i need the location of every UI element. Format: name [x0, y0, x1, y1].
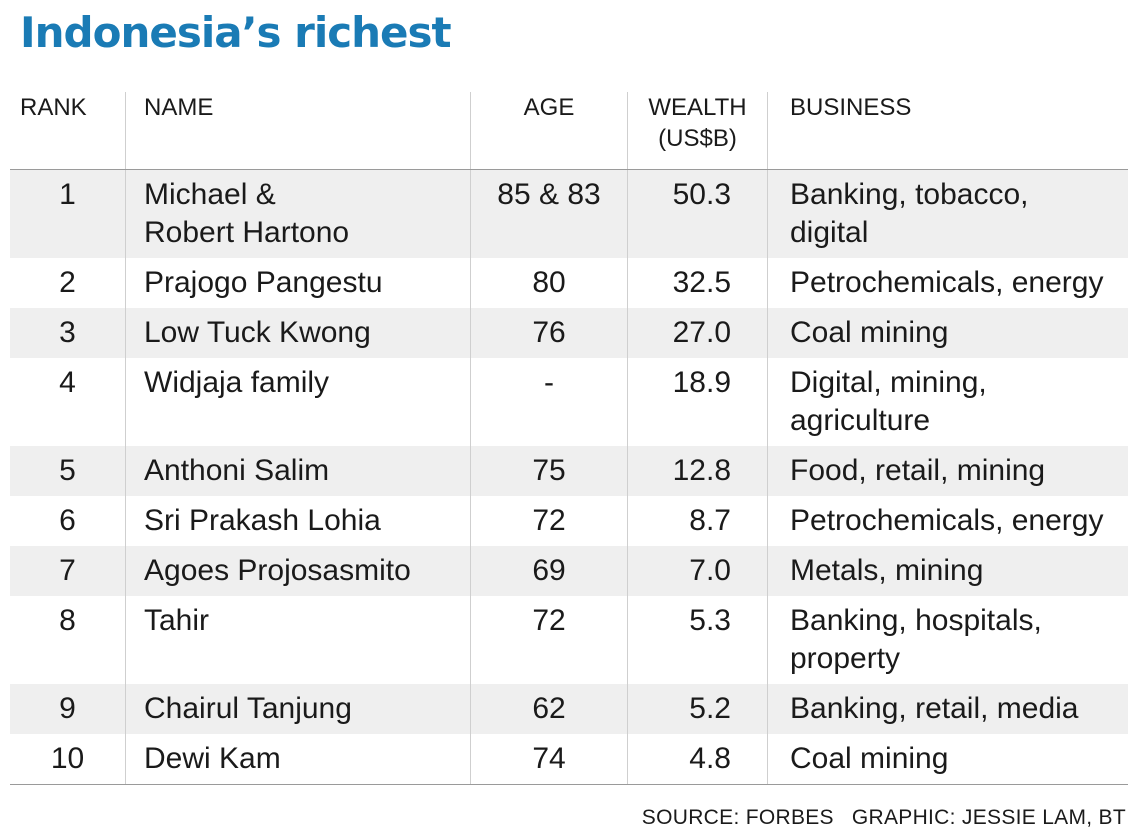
- graphic-credit: GRAPHIC: JESSIE LAM, BT: [851, 806, 1126, 829]
- header-age: AGE: [470, 92, 628, 170]
- age-cell: 76: [470, 308, 628, 358]
- name-cell-line: Robert Hartono: [144, 216, 350, 249]
- business-cell: Food, retail, mining: [767, 446, 1128, 496]
- rank-cell: 10: [10, 734, 126, 785]
- wealth-cell: 8.7: [627, 496, 768, 546]
- name-cell-line: Tahir: [144, 604, 210, 637]
- table-row: 2 Prajogo Pangestu 80 32.5 Petrochemicals, e…: [10, 258, 1128, 308]
- business-cell-line: Metals, mining: [790, 554, 984, 587]
- business-cell-line: Coal mining: [790, 316, 949, 349]
- business-cell: Coal mining: [767, 308, 1128, 358]
- rank-cell: 4: [59, 366, 76, 399]
- chart-title: Indonesia’s richest: [20, 8, 452, 57]
- age-cell: 75: [470, 446, 628, 496]
- business-cell-line: digital: [790, 216, 869, 249]
- wealth-cell: 50.3: [627, 169, 768, 258]
- age-cell: 69: [470, 546, 628, 596]
- age-cell: 72: [470, 596, 628, 684]
- name-cell-line: Michael &: [144, 178, 276, 211]
- age-cell: -: [470, 358, 628, 446]
- table-row: 1 Michael & Robert Hartono 85 & 83 50.3 Banki…: [10, 169, 1128, 258]
- business-cell: Banking, tobacco, digital: [767, 169, 1128, 258]
- wealth-cell: 18.9: [627, 358, 768, 446]
- age-cell: 62: [470, 684, 628, 734]
- header-business: BUSINESS: [767, 92, 1128, 170]
- table-row: 3 Low Tuck Kwong 76 27.0 Coal mining: [10, 308, 1128, 358]
- rank-cell: 3: [10, 308, 126, 358]
- business-cell-line: Digital, mining,: [790, 366, 987, 399]
- rank-cell: 2: [59, 266, 76, 299]
- table-row: 5 Anthoni Salim 75 12.8 Food, retail, mining: [10, 446, 1128, 496]
- business-cell-line: Banking, retail, media: [790, 692, 1079, 725]
- rank-cell: 9: [10, 684, 126, 734]
- business-cell: Banking, retail, media: [767, 684, 1128, 734]
- age-cell: 85 & 83: [470, 169, 628, 258]
- rank-cell: 8: [59, 604, 76, 637]
- wealth-cell: 27.0: [627, 308, 768, 358]
- name-cell: Low Tuck Kwong: [125, 308, 471, 358]
- name-cell-line: Low Tuck Kwong: [144, 316, 371, 349]
- business-cell-line: Petrochemicals, energy: [790, 266, 1104, 299]
- header-name: NAME: [125, 92, 471, 170]
- wealth-cell: 12.8: [627, 446, 768, 496]
- header-wealth: WEALTH (US$B): [627, 92, 768, 170]
- header-rank: RANK: [10, 92, 126, 170]
- header-wealth-line-1: WEALTH: [648, 94, 747, 121]
- header-row: RANK NAME AGE WEALTH (US$B) BUSINESS: [10, 92, 1128, 170]
- age-cell: 80: [470, 258, 628, 308]
- rank-cell: 6: [59, 504, 76, 537]
- wealth-cell: 4.8: [627, 734, 768, 785]
- wealth-cell: 7.0: [627, 546, 768, 596]
- business-cell: Digital, mining, agriculture: [767, 358, 1128, 446]
- name-cell-line: Anthoni Salim: [144, 454, 330, 487]
- business-cell-line: Banking, hospitals,: [790, 604, 1042, 637]
- table-row: 7 Agoes Projosasmito 69 7.0 Metals, mining: [10, 546, 1128, 596]
- wealth-cell: 32.5: [627, 258, 768, 308]
- rank-cell: 7: [10, 546, 126, 596]
- name-cell: Prajogo Pangestu: [125, 258, 471, 308]
- name-cell: Tahir: [125, 596, 471, 684]
- business-cell: Coal mining: [767, 734, 1128, 785]
- name-cell-line: Dewi Kam: [144, 742, 281, 775]
- business-cell-line: Food, retail, mining: [790, 454, 1046, 487]
- table-row: 8 Tahir 72 5.3 Banking, hospitals, property: [10, 596, 1128, 684]
- name-cell-line: Sri Prakash Lohia: [144, 504, 381, 537]
- header-wealth-line-2: (US$B): [658, 125, 737, 152]
- business-cell-line: Petrochemicals, energy: [790, 504, 1104, 537]
- name-cell: Anthoni Salim: [125, 446, 471, 496]
- wealth-cell: 5.2: [627, 684, 768, 734]
- rank-cell: 1: [10, 169, 126, 258]
- business-cell: Metals, mining: [767, 546, 1128, 596]
- wealth-table: RANK NAME AGE WEALTH (US$B) BUSINESS 1 Mi…: [10, 92, 1128, 785]
- wealth-cell: 5.3: [627, 596, 768, 684]
- business-cell-line: Coal mining: [790, 742, 949, 775]
- business-cell: Petrochemicals, energy: [767, 258, 1128, 308]
- name-cell-line: Agoes Projosasmito: [144, 554, 411, 587]
- name-cell-line: Prajogo Pangestu: [144, 266, 383, 299]
- business-cell-line: property: [790, 642, 901, 675]
- name-cell-line: Chairul Tanjung: [144, 692, 352, 725]
- table-row: 9 Chairul Tanjung 62 5.2 Banking, retail, me…: [10, 684, 1128, 734]
- name-cell: Agoes Projosasmito: [125, 546, 471, 596]
- name-cell: Widjaja family: [125, 358, 471, 446]
- table-row: 10 Dewi Kam 74 4.8 Coal mining: [10, 734, 1128, 785]
- name-cell: Dewi Kam: [125, 734, 471, 785]
- business-cell-line: Banking, tobacco,: [790, 178, 1029, 211]
- table-body: 1 Michael & Robert Hartono 85 & 83 50.3 Banki…: [10, 169, 1128, 785]
- age-cell: 74: [470, 734, 628, 785]
- table-row: 4 Widjaja family -18.9 Digital, mining, agri…: [10, 358, 1128, 446]
- source-credit: SOURCE: FORBES: [641, 806, 834, 829]
- business-cell: Petrochemicals, energy: [767, 496, 1128, 546]
- name-cell: Sri Prakash Lohia: [125, 496, 471, 546]
- name-cell: Michael & Robert Hartono: [125, 169, 471, 258]
- footer: SOURCE: FORBES GRAPHIC: JESSIE LAM, BT: [642, 806, 1126, 830]
- name-cell: Chairul Tanjung: [125, 684, 471, 734]
- name-cell-line: Widjaja family: [144, 366, 330, 399]
- rank-cell: 5: [10, 446, 126, 496]
- age-cell: 72: [470, 496, 628, 546]
- business-cell-line: agriculture: [790, 404, 931, 437]
- table-row: 6 Sri Prakash Lohia 72 8.7 Petrochemicals, e…: [10, 496, 1128, 546]
- business-cell: Banking, hospitals, property: [767, 596, 1128, 684]
